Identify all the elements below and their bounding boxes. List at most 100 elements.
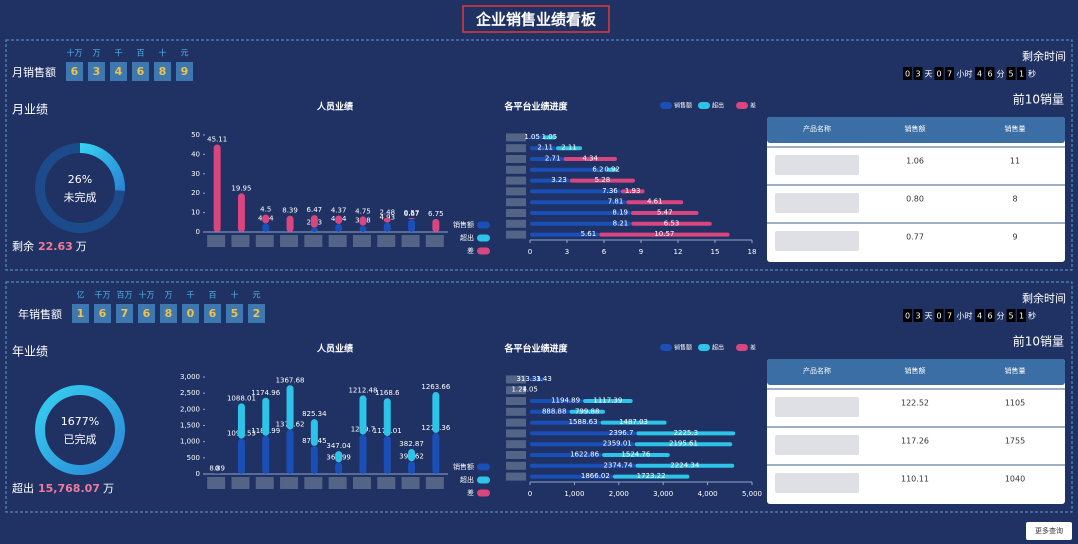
bar [530,157,564,161]
digit: 2 [253,307,261,320]
legend-swatch [736,344,748,351]
bar-value-label: 1723.22 [637,472,666,480]
bar [237,438,245,474]
bar [262,435,270,474]
page-title: 企业销售业绩看板 [475,11,597,29]
bar [286,215,294,232]
countdown-box [1017,309,1026,322]
table-cell: 1.06 [906,157,924,166]
bar-value-label: 1.93 [625,187,641,195]
digit-box [138,304,155,323]
summary-prefix: 超出 [12,481,34,495]
bar [530,409,570,414]
countdown-digit: 0 [936,70,941,79]
bar-value-label: 1194.89 [551,397,580,405]
countdown-digit: 1 [1019,312,1024,321]
bar [237,193,245,232]
donut-label: 已完成 [64,432,97,446]
legend-label: 销售额 [674,102,692,110]
digit: 6 [209,307,217,320]
chart-title: 各平台业绩进度 [503,101,568,113]
digit: 6 [99,307,107,320]
legend-swatch [736,102,748,109]
bar-value-label: 0.92 [604,165,620,173]
bar-value-label: 2.71 [545,155,561,163]
blurred-cell [775,231,859,251]
legend-label: 差 [467,246,474,255]
countdown-box [1006,67,1016,80]
x-tick-label: 18 [748,248,757,256]
blurred-category [506,375,526,384]
bar [583,399,633,403]
blurred-category [506,133,526,142]
chart-title: 年业绩 [12,345,48,359]
blurred-category [506,440,526,449]
y-tick-label: 2,500 [180,389,200,397]
bar [635,463,735,468]
digit: 1 [77,307,85,320]
bar-value-label: 1866.02 [581,472,610,480]
bar [408,448,416,462]
x-tick-label: 12 [674,248,683,256]
table-body [767,117,1065,262]
bar-value-label: 4.75 [355,207,371,215]
blurred-category [506,407,526,416]
table-cell: 122.52 [901,399,929,408]
countdown-box [945,67,954,80]
countdown-box [1017,67,1026,80]
bar-value-label: 7.36 [602,187,618,195]
bar [606,167,618,172]
blurred-category [207,477,226,489]
x-tick-label: 9 [639,248,643,256]
blurred-category [506,397,526,405]
countdown-digit: 0 [905,70,910,79]
digit-box [154,62,171,81]
bar [383,435,391,474]
bar-value-label: 2224.34 [670,461,699,469]
more-button-label[interactable]: 更多查询 [1035,526,1063,535]
bar [530,442,635,447]
bar [432,218,440,232]
bar-value-label: 5.61 [581,230,597,238]
table-cell: 0.77 [906,233,924,242]
table-cell: 9 [1012,233,1017,242]
bar-value-label: 2195.61 [669,440,698,448]
bar [408,461,416,474]
y-tick-label: 1,500 [180,422,200,430]
y-tick-label: 10 [191,209,200,217]
bar-value-label: 1.05 [524,133,540,141]
bar [359,434,367,474]
countdown-box [903,67,912,80]
digit: 9 [181,65,189,78]
bar [310,419,318,446]
bar-value-label: 1622.86 [570,451,599,459]
blurred-category [506,165,526,174]
bar [530,453,603,457]
blurred-category [304,235,323,247]
legend-swatch [660,102,672,109]
legend-swatch [477,463,490,471]
more-button[interactable] [1026,522,1072,540]
blurred-category [506,198,526,207]
countdown-digit: 6 [987,312,992,321]
sales-label: 年销售额 [18,307,62,321]
bar [530,146,557,151]
table-header-cell: 产品名称 [803,366,831,375]
bar-value-label: 6.47 [307,206,323,214]
countdown-unit: 小时 [957,311,973,321]
bar-value-label: 1367.68 [276,376,305,384]
digit-box [204,304,221,323]
summary-prefix: 剩余 [12,239,34,253]
blurred-category [506,230,526,239]
table-header-cell: 销售额 [905,366,926,375]
legend-swatch [477,221,490,229]
bar [359,225,367,232]
digit: 0 [187,307,195,320]
countdown-unit: 秒 [1028,311,1036,321]
bar [213,144,221,232]
blurred-category [231,477,250,489]
countdown-label: 剩余时间 [1022,291,1066,305]
blurred-category [425,235,444,247]
legend-label: 销售额 [453,462,474,471]
y-tick-label: 2,000 [180,405,200,413]
